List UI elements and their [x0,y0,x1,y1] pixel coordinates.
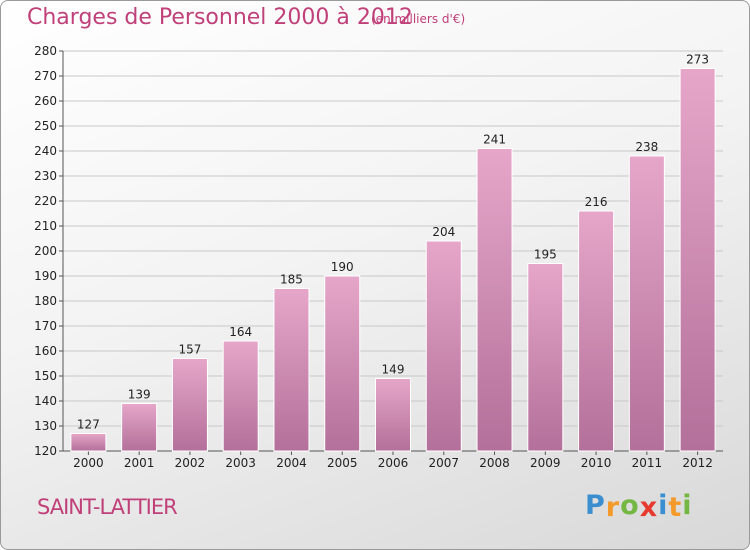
bar-value-label: 164 [229,325,252,339]
logo-letter: t [668,492,683,523]
x-tick-label: 2008 [479,456,510,470]
x-tick-label: 2010 [581,456,612,470]
chart-subtitle: (en milliers d'€) [371,12,466,26]
bar [171,358,208,452]
y-tick-label: 260 [34,94,57,108]
bar-value-label: 273 [686,53,709,67]
bar-value-label: 157 [178,343,201,357]
x-tick-label: 2002 [175,456,206,470]
town-name: SAINT-LATTIER [37,495,178,519]
bar [222,340,259,452]
y-tick-label: 270 [34,69,57,83]
logo-letter: x [639,492,659,523]
bar [679,68,716,452]
y-tick-label: 210 [34,219,57,233]
x-tick-label: 2001 [124,456,155,470]
bar-value-label: 139 [128,388,151,402]
y-tick-label: 170 [34,319,57,333]
logo-letter: r [605,492,621,523]
bar-value-label: 241 [483,133,506,147]
y-tick-label: 140 [34,394,57,408]
bar [628,155,665,452]
bar-value-label: 195 [534,248,557,262]
bar-value-label: 149 [382,363,405,377]
logo-letter: P [585,490,606,521]
bar-value-label: 185 [280,273,303,287]
y-tick-label: 230 [34,169,57,183]
x-tick-label: 2012 [682,456,713,470]
y-tick-label: 150 [34,369,57,383]
x-tick-label: 2000 [73,456,104,470]
x-tick-label: 2005 [327,456,358,470]
y-tick-labels: 120 130 140 150 160 170 180 190 200 210 220 230 240 2… [34,44,57,458]
x-tick-label: 2011 [632,456,663,470]
chart-title: Charges de Personnel 2000 à 2012 [27,5,413,30]
bar [425,240,462,452]
y-tick-label: 200 [34,244,57,258]
bars [70,68,716,452]
bar [273,288,310,452]
bar [70,433,107,452]
y-tick-label: 250 [34,119,57,133]
bar [578,210,615,452]
x-tick-label: 2006 [378,456,409,470]
bar [121,403,158,452]
x-tick-labels: 2000 2001 2002 2003 2004 2005 2006 2007 2008 2009… [73,456,713,470]
y-tick-label: 120 [34,444,57,458]
y-tick-label: 220 [34,194,57,208]
y-tick-label: 240 [34,144,57,158]
y-tick-label: 180 [34,294,57,308]
bar-value-label: 127 [77,418,100,432]
logo-letter: o [620,490,640,521]
bar-value-label: 204 [432,225,455,239]
x-tick-label: 2004 [276,456,307,470]
bar-value-label: 216 [585,195,608,209]
logo-letter: i [682,490,693,521]
logo-letter: i [658,490,669,521]
bar [476,148,513,452]
y-tick-label: 280 [34,44,57,58]
x-tick-label: 2003 [225,456,256,470]
y-tick-label: 160 [34,344,57,358]
x-tick-label: 2009 [530,456,561,470]
y-tick-label: 130 [34,419,57,433]
bar-value-label: 238 [635,140,658,154]
bar [324,275,361,452]
y-tick-label: 190 [34,269,57,283]
bar-value-label: 190 [331,260,354,274]
bar [375,378,411,452]
proxiti-logo[interactable]: Proxiti [585,490,693,523]
bar [527,263,564,452]
bar-value-labels: 127 139 157 164 185 190 149 204 241 195 216 238 273 [77,53,709,432]
x-tick-label: 2007 [428,456,459,470]
